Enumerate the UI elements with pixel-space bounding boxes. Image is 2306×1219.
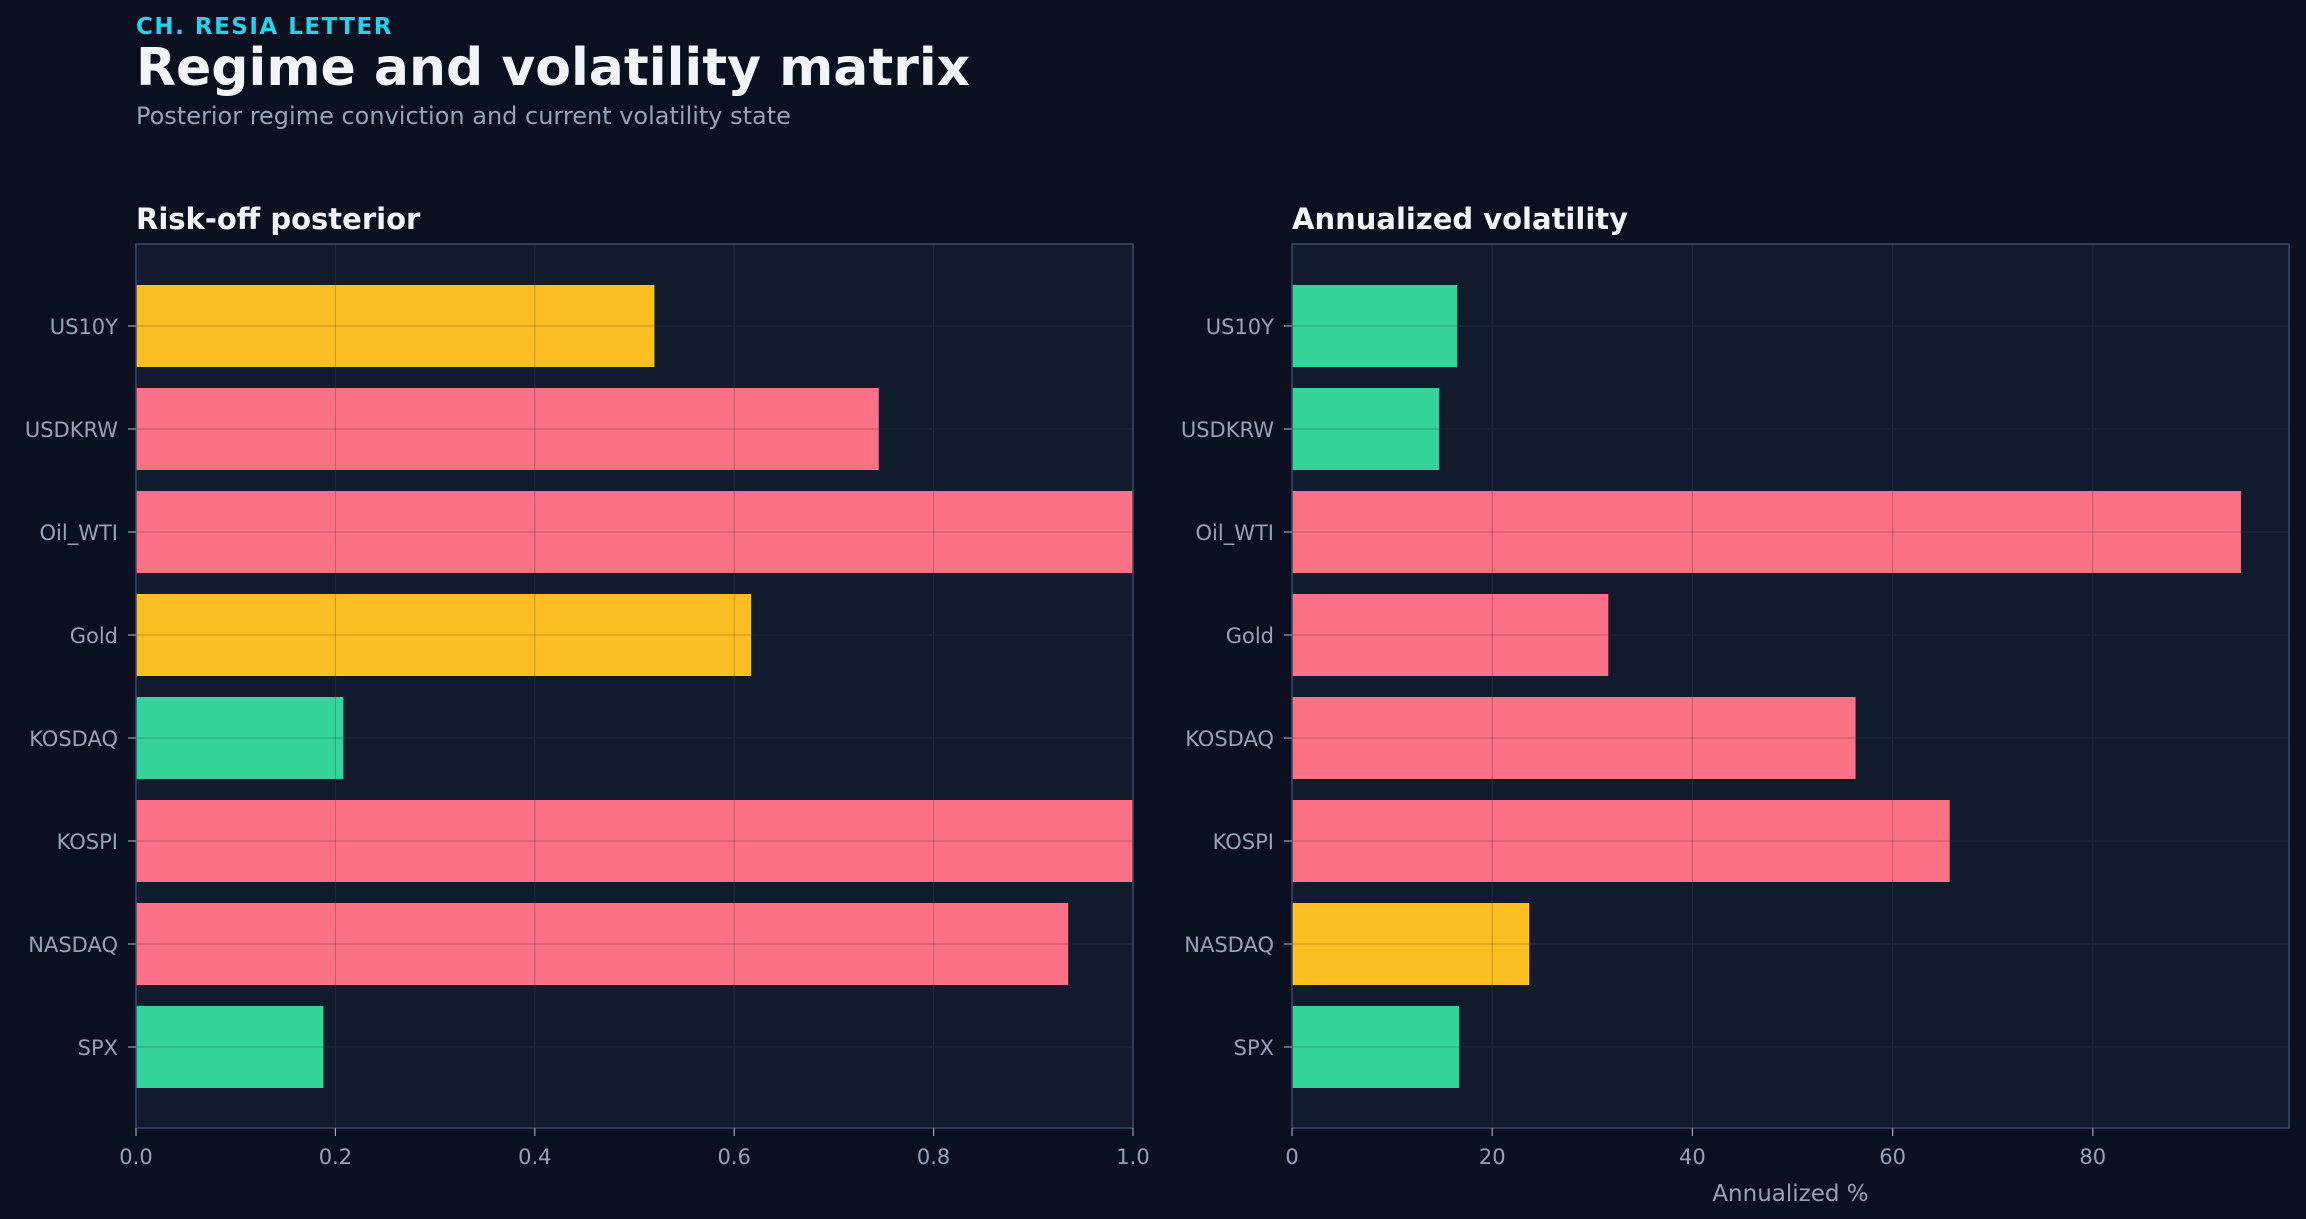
chart1-ytick-label: USDKRW <box>25 418 118 442</box>
chart1-title: Risk-off posterior <box>136 202 421 236</box>
chart2-xtick-label: 60 <box>1879 1145 1906 1169</box>
chart2-bar-spx <box>1292 1006 1460 1088</box>
page-subtitle: Posterior regime conviction and current … <box>136 102 791 130</box>
chart1-bar-us10y <box>136 285 655 367</box>
chart2-ytick-label: KOSPI <box>1213 830 1274 854</box>
chart2-bar-gold <box>1292 594 1609 676</box>
chart1-bar-nasdaq <box>136 903 1069 985</box>
chart2-xtick-label: 80 <box>2079 1145 2106 1169</box>
chart2-bar-nasdaq <box>1292 903 1530 985</box>
chart1-xtick-label: 0.8 <box>917 1145 950 1169</box>
chart2-ytick-label: Oil_WTI <box>1196 521 1274 546</box>
chart1-xtick-label: 0.0 <box>119 1145 152 1169</box>
chart1-frame <box>135 243 1134 1129</box>
chart1-bar-oil_wti <box>136 491 1133 573</box>
chart2-ytick-label: USDKRW <box>1181 418 1274 442</box>
chart2-bar-kosdaq <box>1292 697 1856 779</box>
chart2-ytick-label: SPX <box>1234 1036 1274 1060</box>
chart1-ytick-label: NASDAQ <box>28 933 118 957</box>
chart1-bar-spx <box>136 1006 324 1088</box>
chart2-plot-area <box>1292 244 2289 1128</box>
chart1-ytick-label: US10Y <box>50 315 118 339</box>
chart1-bar-usdkrw <box>136 388 879 470</box>
chart1-xtick-label: 1.0 <box>1116 1145 1149 1169</box>
chart1-ytick-label: Oil_WTI <box>40 521 118 546</box>
chart2-title: Annualized volatility <box>1292 202 1628 236</box>
chart1-xtick-label: 0.6 <box>717 1145 750 1169</box>
chart1-bar-kospi <box>136 800 1133 882</box>
chart2-xtick-label: 0 <box>1285 1145 1298 1169</box>
chart2-xlabel: Annualized % <box>1712 1181 1868 1207</box>
chart2-ytick-label: KOSDAQ <box>1185 727 1274 751</box>
chart1-ytick-label: Gold <box>70 624 118 648</box>
chart2-bar-oil_wti <box>1292 491 2241 573</box>
chart2-xtick-label: 20 <box>1479 1145 1506 1169</box>
chart2-frame <box>1291 243 2290 1129</box>
chart2-bar-usdkrw <box>1292 388 1440 470</box>
kicker-label: CH. RESIA LETTER <box>136 14 393 40</box>
chart1-xtick-label: 0.4 <box>518 1145 551 1169</box>
chart2-bar-us10y <box>1292 285 1458 367</box>
chart2-ytick-label: Gold <box>1226 624 1274 648</box>
chart2-xtick-label: 40 <box>1679 1145 1706 1169</box>
chart2-bar-kospi <box>1292 800 1950 882</box>
page-title: Regime and volatility matrix <box>136 38 971 98</box>
chart1-ytick-label: KOSDAQ <box>29 727 118 751</box>
chart1-ytick-label: KOSPI <box>57 830 118 854</box>
chart2-ytick-label: NASDAQ <box>1184 933 1274 957</box>
chart2-ytick-label: US10Y <box>1206 315 1274 339</box>
chart1-ytick-label: SPX <box>78 1036 118 1060</box>
chart1-bar-gold <box>136 594 752 676</box>
chart1-plot-area <box>136 244 1133 1128</box>
chart1-bar-kosdaq <box>136 697 344 779</box>
chart1-xtick-label: 0.2 <box>319 1145 352 1169</box>
